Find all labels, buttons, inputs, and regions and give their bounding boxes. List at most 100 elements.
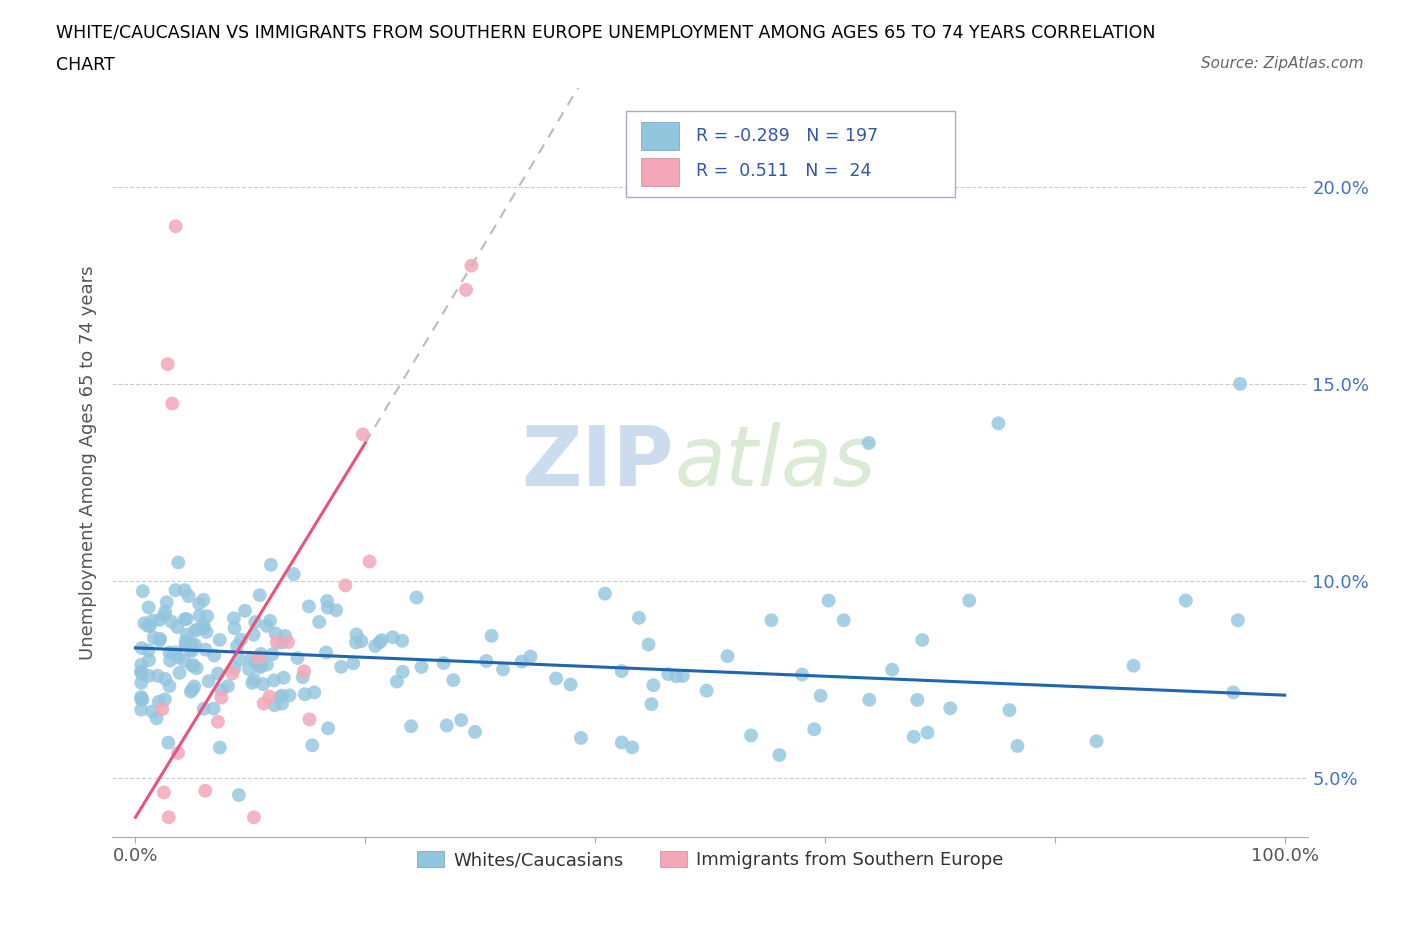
Point: [250, 658, 273, 673]
Point: [519, 649, 541, 664]
Point: [1007, 738, 1029, 753]
Point: [163, 646, 186, 661]
Point: [832, 613, 855, 628]
Point: [222, 611, 245, 626]
Point: [803, 722, 825, 737]
Point: [256, 658, 278, 672]
Point: [202, 648, 225, 663]
Point: [186, 661, 208, 676]
Point: [238, 662, 260, 677]
Point: [610, 664, 633, 679]
Point: [188, 608, 211, 623]
Point: [184, 623, 207, 638]
Point: [330, 659, 353, 674]
Text: R =  0.511   N =  24: R = 0.511 N = 24: [696, 163, 872, 180]
Point: [368, 635, 391, 650]
Point: [233, 604, 256, 618]
Point: [460, 259, 482, 273]
Point: [292, 664, 315, 679]
Point: [169, 666, 191, 681]
Point: [141, 704, 163, 719]
Point: [260, 557, 283, 572]
Text: ZIP: ZIP: [522, 422, 675, 503]
Point: [315, 645, 337, 660]
Point: [131, 692, 153, 707]
Point: [858, 692, 880, 707]
Point: [716, 649, 738, 664]
Point: [131, 667, 153, 682]
Point: [157, 679, 180, 694]
Point: [304, 685, 326, 700]
Point: [405, 591, 427, 605]
Point: [283, 566, 305, 581]
Point: [544, 671, 567, 686]
Point: [142, 631, 165, 645]
Point: [181, 644, 204, 658]
Point: [627, 610, 650, 625]
Point: [208, 632, 231, 647]
Point: [157, 736, 180, 751]
Point: [146, 669, 169, 684]
Point: [136, 618, 159, 633]
Point: [298, 712, 321, 727]
Point: [263, 673, 285, 688]
Point: [263, 698, 285, 712]
Point: [385, 674, 408, 689]
Point: [153, 692, 176, 707]
Point: [157, 645, 180, 660]
Point: [242, 627, 264, 642]
Point: [149, 631, 172, 646]
Point: [475, 654, 498, 669]
Point: [173, 583, 195, 598]
Point: [159, 653, 181, 668]
FancyBboxPatch shape: [627, 111, 955, 197]
Point: [173, 654, 195, 669]
Point: [939, 701, 962, 716]
Text: Source: ZipAtlas.com: Source: ZipAtlas.com: [1201, 56, 1364, 71]
Point: [141, 613, 163, 628]
Point: [177, 589, 200, 604]
Point: [167, 650, 190, 665]
Point: [271, 697, 294, 711]
Point: [364, 639, 387, 654]
Point: [957, 593, 980, 608]
Point: [882, 662, 904, 677]
Point: [391, 633, 413, 648]
Point: [250, 646, 273, 661]
Point: [157, 810, 180, 825]
Point: [180, 684, 202, 699]
Point: [352, 427, 374, 442]
Point: [173, 612, 195, 627]
Point: [291, 670, 314, 684]
Point: [243, 672, 266, 687]
Point: [593, 586, 616, 601]
Point: [432, 656, 454, 671]
Point: [181, 658, 204, 673]
Point: [247, 650, 270, 665]
Point: [224, 661, 246, 676]
Point: [153, 785, 176, 800]
Point: [640, 697, 662, 711]
Point: [761, 613, 783, 628]
Point: [262, 646, 284, 661]
Point: [252, 677, 274, 692]
Point: [193, 592, 215, 607]
Point: [1226, 613, 1249, 628]
Point: [768, 748, 790, 763]
Point: [256, 618, 278, 633]
Point: [259, 614, 281, 629]
Point: [160, 614, 183, 629]
Point: [277, 634, 299, 649]
Point: [391, 664, 413, 679]
Point: [917, 725, 939, 740]
Point: [637, 637, 659, 652]
Point: [207, 666, 229, 681]
Point: [269, 690, 291, 705]
Y-axis label: Unemployment Among Ages 65 to 74 years: Unemployment Among Ages 65 to 74 years: [79, 265, 97, 660]
Point: [224, 621, 246, 636]
Point: [165, 219, 187, 233]
Point: [245, 655, 267, 670]
Point: [264, 626, 287, 641]
Point: [138, 643, 160, 658]
Point: [134, 616, 156, 631]
